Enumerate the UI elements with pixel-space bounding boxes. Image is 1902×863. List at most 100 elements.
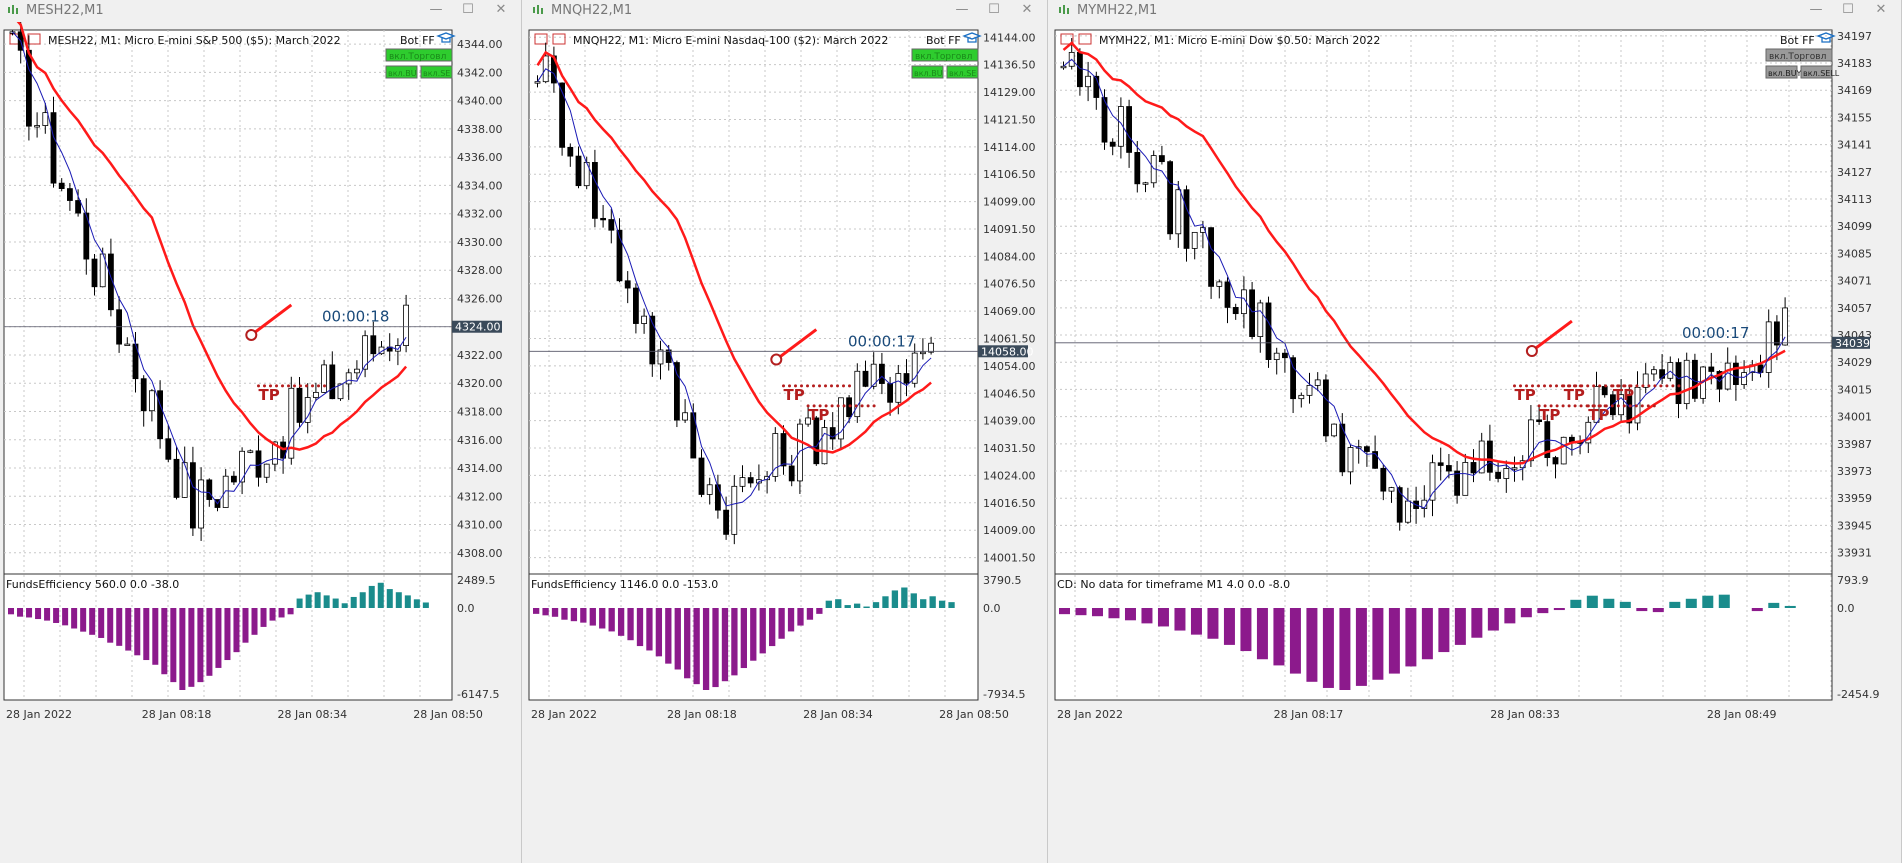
- time-axis-label: 28 Jan 08:17: [1274, 708, 1344, 721]
- indicator-histogram: [1059, 594, 1796, 690]
- indicator-label: FundsEfficiency 560.0 0.0 -38.0: [6, 578, 179, 591]
- price-tick-label: 4342.00: [457, 66, 503, 79]
- time-axis-label: 28 Jan 08:34: [803, 708, 873, 721]
- take-profit-label: TP: [1515, 386, 1536, 404]
- price-tick-label: 4340.00: [457, 95, 503, 108]
- svg-text:вкл.SELL: вкл.SELL: [1803, 69, 1840, 78]
- grid: [1055, 30, 1832, 700]
- chart-header: MNQH22, M1: Micro E-mini Nasdaq-100 ($2)…: [573, 34, 888, 47]
- trade-icons[interactable]: [1060, 33, 1092, 45]
- window-titlebar[interactable]: MESH22,M1 — ☐ ✕: [0, 0, 521, 22]
- price-tick-label: 14136.50: [983, 59, 1036, 72]
- price-tick-label: 4316.00: [457, 434, 503, 447]
- price-tick-label: 14084.00: [983, 250, 1036, 263]
- slow-moving-average: [536, 50, 932, 454]
- svg-text:вкл.SE: вкл.SE: [949, 69, 976, 78]
- minimize-icon[interactable]: —: [1809, 2, 1823, 17]
- close-icon[interactable]: ✕: [1021, 2, 1033, 17]
- window-titlebar[interactable]: MYMH22,M1 — ☐ ✕: [1051, 0, 1901, 22]
- close-icon[interactable]: ✕: [1875, 2, 1887, 17]
- trading-toggle-button[interactable]: вкл.Торговл: [1765, 48, 1833, 62]
- sell-toggle-button[interactable]: вкл.SE: [420, 65, 453, 79]
- chart-window-1[interactable]: MESH22,M1 — ☐ ✕ 4344.00 4342.00 4340.00 4338.00…: [0, 0, 522, 863]
- svg-text:вкл.BU: вкл.BU: [388, 69, 417, 78]
- maximize-icon[interactable]: ☐: [462, 2, 474, 17]
- price-tick-label: 4322.00: [457, 349, 503, 362]
- time-axis-label: 28 Jan 08:49: [1707, 708, 1777, 721]
- price-tick-label: 14024.00: [983, 469, 1036, 482]
- svg-text:вкл.Торговл: вкл.Торговл: [1769, 52, 1826, 62]
- time-axis-label: 28 Jan 08:50: [413, 708, 483, 721]
- fast-moving-average: [537, 68, 932, 507]
- price-tick-label: 14031.50: [983, 442, 1036, 455]
- trade-markers: TP: [245, 303, 326, 404]
- sell-toggle-button[interactable]: вкл.SE: [946, 65, 979, 79]
- indicator-histogram: [8, 582, 429, 690]
- take-profit-label: TP: [784, 386, 805, 404]
- buy-toggle-button[interactable]: вкл.BU: [385, 65, 418, 79]
- sell-toggle-button[interactable]: вкл.SELL: [1800, 65, 1840, 79]
- price-tick-label: 14069.00: [983, 305, 1036, 318]
- price-tick-label: 34155: [1837, 111, 1872, 124]
- svg-text:вкл.BU: вкл.BU: [914, 69, 943, 78]
- take-profit-label: TP: [1588, 406, 1609, 424]
- price-tick-label: 14091.50: [983, 223, 1036, 236]
- maximize-icon[interactable]: ☐: [1842, 2, 1854, 17]
- price-tick-label: 33987: [1837, 438, 1872, 451]
- indicator-histogram: [533, 587, 955, 690]
- chart-canvas[interactable]: 4344.00 4342.00 4340.00 4338.00 4336.00 4334.…: [0, 22, 522, 863]
- price-tick-label: 34085: [1837, 247, 1872, 260]
- price-tick-label: 4310.00: [457, 519, 503, 532]
- minimize-icon[interactable]: —: [429, 2, 443, 17]
- svg-text:вкл.Торговл: вкл.Торговл: [389, 52, 446, 62]
- trading-toggle-button[interactable]: вкл.Торговл: [385, 48, 453, 62]
- price-tick-label: 14144.00: [983, 31, 1036, 44]
- price-tick-label: 4344.00: [457, 38, 503, 51]
- chart-canvas[interactable]: 14144.00 14136.50 14129.00 14121.50 14114.00…: [525, 22, 1048, 863]
- bot-label: Bot FF: [1780, 34, 1815, 47]
- grid: [4, 30, 452, 700]
- window-titlebar[interactable]: MNQH22,M1 — ☐ ✕: [525, 0, 1047, 22]
- svg-text:14058.00: 14058.00: [981, 345, 1034, 358]
- price-tick-label: 4314.00: [457, 462, 503, 475]
- time-axis-label: 28 Jan 08:18: [667, 708, 737, 721]
- svg-text:34039: 34039: [1835, 337, 1870, 350]
- price-tick-label: 34169: [1837, 84, 1872, 97]
- time-axis-label: 28 Jan 08:34: [278, 708, 348, 721]
- price-tick-label: 34099: [1837, 220, 1872, 233]
- price-tick-label: 14009.00: [983, 524, 1036, 537]
- price-tick-label: 34127: [1837, 166, 1872, 179]
- price-tick-label: 4332.00: [457, 208, 503, 221]
- chart-icon: [1059, 5, 1069, 14]
- minimize-icon[interactable]: —: [955, 2, 969, 17]
- take-profit-label: TP: [1539, 406, 1560, 424]
- chart-window-3[interactable]: MYMH22,M1— ☐ ✕ 34197 34183 34169 34155 34141 341…: [1051, 0, 1902, 863]
- maximize-icon[interactable]: ☐: [988, 2, 1000, 17]
- fast-moving-average: [1063, 58, 1786, 509]
- price-tick-label: 14121.50: [983, 113, 1036, 126]
- trading-toggle-button[interactable]: вкл.Торговл: [911, 48, 979, 62]
- buy-toggle-button[interactable]: вкл.BU: [911, 65, 944, 79]
- price-tick-label: 4326.00: [457, 292, 503, 305]
- grid: [529, 30, 978, 700]
- price-tick-label: 14001.50: [983, 552, 1036, 565]
- chart-window-2[interactable]: MNQH22,M1 — ☐ ✕ 14144.00 14136.50 14129.00 1412…: [525, 0, 1048, 863]
- price-tick-label: 4334.00: [457, 179, 503, 192]
- buy-toggle-button[interactable]: вкл.BUY: [1765, 65, 1802, 79]
- close-icon[interactable]: ✕: [495, 2, 507, 17]
- time-axis-label: 28 Jan 08:18: [142, 708, 212, 721]
- price-tick-label: 4336.00: [457, 151, 503, 164]
- graduation-cap-icon: [1816, 32, 1836, 43]
- trade-icons[interactable]: [534, 33, 566, 45]
- price-tick-label: 34029: [1837, 356, 1872, 369]
- price-tick-label: 4318.00: [457, 406, 503, 419]
- price-tick-label: 33959: [1837, 492, 1872, 505]
- price-tick-label: 34197: [1837, 30, 1872, 43]
- plot-area: [1054, 29, 1833, 701]
- chart-icon: [8, 5, 18, 14]
- chart-canvas[interactable]: 34197 34183 34169 34155 34141 34127 34113 34099…: [1051, 22, 1902, 863]
- indicator-scale-label: 0.0: [1837, 602, 1855, 615]
- window-title: MYMH22,M1: [1077, 3, 1158, 18]
